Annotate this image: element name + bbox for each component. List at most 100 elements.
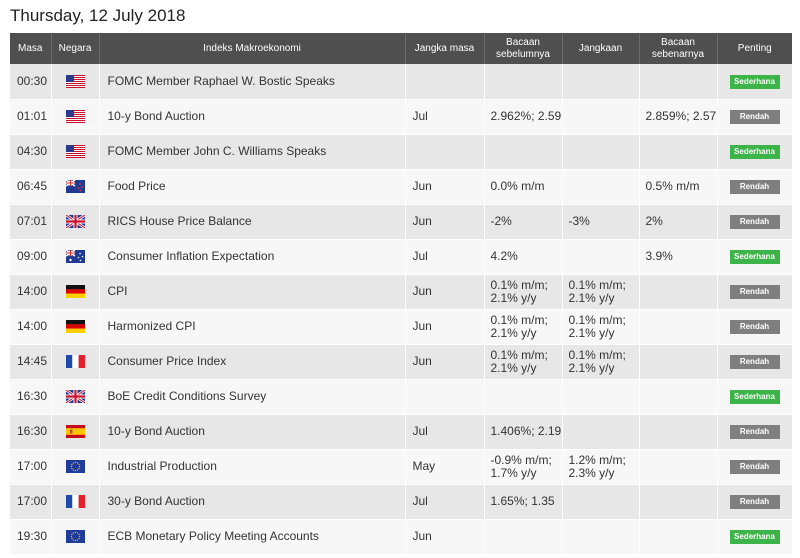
forecast-value: 0.1% m/m; 2.1% y/y — [562, 309, 640, 345]
importance-badge: Rendah — [729, 215, 780, 229]
time-cell: 06:45 — [10, 169, 52, 205]
table-row[interactable]: 07:01 RICS House Price Balance Jun -2% -3% 2… — [10, 204, 793, 240]
header-country: Negara — [51, 33, 100, 64]
indicator-name: FOMC Member John C. Williams Speaks — [99, 134, 406, 170]
actual-value — [639, 449, 718, 485]
header-forecast: Jangkaan — [562, 33, 640, 64]
table-row[interactable]: 16:30 10-y Bond Auction Jul 1.406%; 2.19 Re… — [10, 414, 793, 450]
es-flag-icon — [65, 425, 85, 439]
indicator-name: ECB Monetary Policy Meeting Accounts — [99, 519, 406, 555]
period-cell — [405, 134, 485, 170]
table-row[interactable]: 14:45 Consumer Price Index Jun 0.1% m/m; 2… — [10, 344, 793, 380]
importance-badge: Sederhana — [729, 250, 780, 264]
importance-badge: Rendah — [729, 425, 780, 439]
importance-cell: Sederhana — [717, 64, 793, 100]
table-row[interactable]: 09:00 Consumer Inflation Expectation Jul 4… — [10, 239, 793, 275]
importance-cell: Rendah — [717, 204, 793, 240]
country-cell — [51, 484, 100, 520]
time-cell: 01:01 — [10, 99, 52, 135]
indicator-name: 10-y Bond Auction — [99, 99, 406, 135]
actual-value — [639, 274, 718, 310]
table-row[interactable]: 16:30 BoE Credit Conditions Survey Sederh… — [10, 379, 793, 415]
table-row[interactable]: 01:01 10-y Bond Auction Jul 2.962%; 2.59 2.… — [10, 99, 793, 135]
country-cell — [51, 449, 100, 485]
country-cell — [51, 379, 100, 415]
table-row[interactable]: 19:30 ECB Monetary Policy Meeting Accoun… — [10, 519, 793, 555]
actual-value: 3.9% — [639, 239, 718, 275]
period-cell: Jul — [405, 99, 485, 135]
indicator-name: Harmonized CPI — [99, 309, 406, 345]
actual-value — [639, 64, 718, 100]
actual-value: 0.5% m/m — [639, 169, 718, 205]
country-cell — [51, 134, 100, 170]
importance-cell: Sederhana — [717, 379, 793, 415]
indicator-name: 10-y Bond Auction — [99, 414, 406, 450]
indicator-name: Consumer Inflation Expectation — [99, 239, 406, 275]
previous-value: 1.406%; 2.19 — [484, 414, 563, 450]
importance-badge: Rendah — [729, 180, 780, 194]
actual-value — [639, 309, 718, 345]
period-cell: Jun — [405, 344, 485, 380]
indicator-name: RICS House Price Balance — [99, 204, 406, 240]
importance-cell: Rendah — [717, 274, 793, 310]
table-row[interactable]: 14:00 CPI Jun 0.1% m/m; 2.1% y/y 0.1% m/m; … — [10, 274, 793, 310]
indicator-name: CPI — [99, 274, 406, 310]
importance-badge: Rendah — [729, 460, 780, 474]
table-row[interactable]: 00:30 FOMC Member Raphael W. Bostic Spea… — [10, 64, 793, 100]
indicator-name: Consumer Price Index — [99, 344, 406, 380]
importance-cell: Rendah — [717, 414, 793, 450]
table-row[interactable]: 04:30 FOMC Member John C. Williams Speak… — [10, 134, 793, 170]
importance-badge: Sederhana — [729, 145, 780, 159]
previous-value: 0.1% m/m; 2.1% y/y — [484, 274, 563, 310]
period-cell — [405, 379, 485, 415]
actual-value: 2.859%; 2.57 — [639, 99, 718, 135]
forecast-value: -3% — [562, 204, 640, 240]
actual-value — [639, 379, 718, 415]
forecast-value — [562, 169, 640, 205]
table-row[interactable]: 17:00 Industrial Production May -0.9% m/m;… — [10, 449, 793, 485]
period-cell: Jun — [405, 274, 485, 310]
previous-value: 2.962%; 2.59 — [484, 99, 563, 135]
importance-cell: Rendah — [717, 344, 793, 380]
us-flag-icon — [65, 145, 85, 159]
table-row[interactable]: 17:00 30-y Bond Auction Jul 1.65%; 1.35 Ren… — [10, 484, 793, 520]
table-row[interactable]: 06:45 Food Price Jun 0.0% m/m 0.5% m/m Renda… — [10, 169, 793, 205]
economic-calendar-table: Masa Negara Indeks Makroekonomi Jangka m… — [10, 33, 793, 555]
forecast-value — [562, 64, 640, 100]
previous-value — [484, 64, 563, 100]
header-index: Indeks Makroekonomi — [99, 33, 406, 64]
header-time: Masa — [10, 33, 52, 64]
time-cell: 04:30 — [10, 134, 52, 170]
fr-flag-icon — [65, 355, 85, 369]
au-flag-icon — [65, 250, 85, 264]
eu-flag-icon — [65, 530, 85, 544]
country-cell — [51, 309, 100, 345]
header-period: Jangka masa — [405, 33, 485, 64]
period-cell: Jul — [405, 414, 485, 450]
period-cell: Jun — [405, 169, 485, 205]
importance-badge: Sederhana — [729, 530, 780, 544]
table-row[interactable]: 14:00 Harmonized CPI Jun 0.1% m/m; 2.1% y/… — [10, 309, 793, 345]
us-flag-icon — [65, 110, 85, 124]
nz-flag-icon — [65, 180, 85, 194]
time-cell: 09:00 — [10, 239, 52, 275]
country-cell — [51, 344, 100, 380]
importance-cell: Rendah — [717, 449, 793, 485]
time-cell: 19:30 — [10, 519, 52, 555]
time-cell: 14:00 — [10, 309, 52, 345]
header-actual: Bacaan sebenarnya — [639, 33, 718, 64]
actual-value — [639, 484, 718, 520]
indicator-name: 30-y Bond Auction — [99, 484, 406, 520]
forecast-value — [562, 414, 640, 450]
previous-value — [484, 519, 563, 555]
previous-value: 0.1% m/m; 2.1% y/y — [484, 309, 563, 345]
forecast-value: 1.2% m/m; 2.3% y/y — [562, 449, 640, 485]
country-cell — [51, 274, 100, 310]
country-cell — [51, 204, 100, 240]
country-cell — [51, 99, 100, 135]
importance-cell: Rendah — [717, 309, 793, 345]
country-cell — [51, 519, 100, 555]
actual-value: 2% — [639, 204, 718, 240]
time-cell: 14:00 — [10, 274, 52, 310]
importance-badge: Rendah — [729, 285, 780, 299]
